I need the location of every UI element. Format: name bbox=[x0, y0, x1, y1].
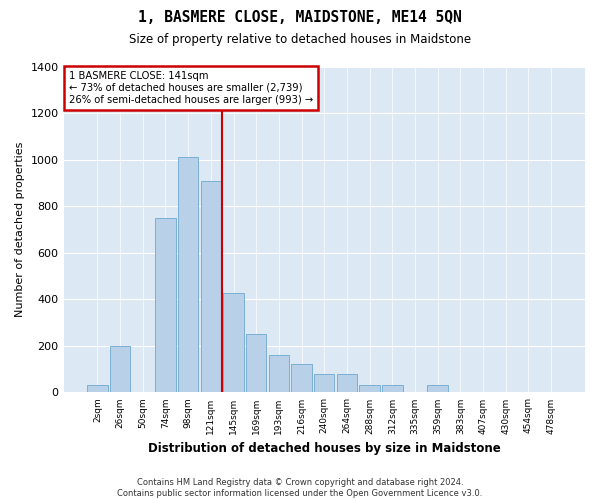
Text: 1, BASMERE CLOSE, MAIDSTONE, ME14 5QN: 1, BASMERE CLOSE, MAIDSTONE, ME14 5QN bbox=[138, 10, 462, 25]
Bar bbox=[382, 386, 403, 392]
X-axis label: Distribution of detached houses by size in Maidstone: Distribution of detached houses by size … bbox=[148, 442, 500, 455]
Bar bbox=[246, 334, 266, 392]
Bar bbox=[200, 180, 221, 392]
Bar bbox=[87, 386, 107, 392]
Bar bbox=[269, 355, 289, 393]
Text: Size of property relative to detached houses in Maidstone: Size of property relative to detached ho… bbox=[129, 32, 471, 46]
Bar bbox=[314, 374, 334, 392]
Bar bbox=[337, 374, 357, 392]
Bar bbox=[292, 364, 312, 392]
Bar bbox=[427, 386, 448, 392]
Text: 1 BASMERE CLOSE: 141sqm
← 73% of detached houses are smaller (2,739)
26% of semi: 1 BASMERE CLOSE: 141sqm ← 73% of detache… bbox=[69, 72, 313, 104]
Bar bbox=[155, 218, 176, 392]
Bar bbox=[178, 158, 199, 392]
Bar bbox=[223, 294, 244, 392]
Bar bbox=[359, 386, 380, 392]
Bar bbox=[110, 346, 130, 393]
Text: Contains HM Land Registry data © Crown copyright and database right 2024.
Contai: Contains HM Land Registry data © Crown c… bbox=[118, 478, 482, 498]
Y-axis label: Number of detached properties: Number of detached properties bbox=[15, 142, 25, 317]
